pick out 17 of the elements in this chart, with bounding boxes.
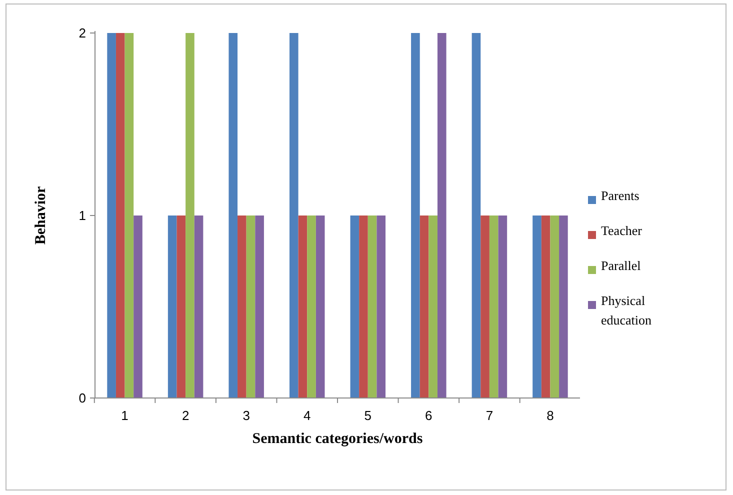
x-axis-title: Semantic categories/words (252, 431, 423, 447)
x-tick-label: 8 (546, 408, 554, 423)
x-tick-label: 7 (486, 408, 494, 423)
x-tick-label: 4 (303, 408, 311, 423)
y-axis-title: Behavior (33, 186, 49, 245)
x-tick-label: 1 (121, 408, 128, 423)
legend-label: Physical education (601, 293, 652, 328)
legend-label: Parents (601, 188, 640, 203)
x-tick-label: 6 (425, 408, 432, 423)
x-tick-label: 3 (242, 408, 250, 423)
x-tick-label: 5 (364, 408, 372, 423)
x-tick-label: 2 (182, 408, 190, 423)
y-tick-label: 0 (78, 390, 86, 406)
legend-label: Teacher (601, 223, 643, 238)
y-tick-label: 2 (78, 26, 86, 41)
y-tick-label: 1 (78, 208, 86, 224)
legend-label: Parallel (601, 258, 642, 273)
